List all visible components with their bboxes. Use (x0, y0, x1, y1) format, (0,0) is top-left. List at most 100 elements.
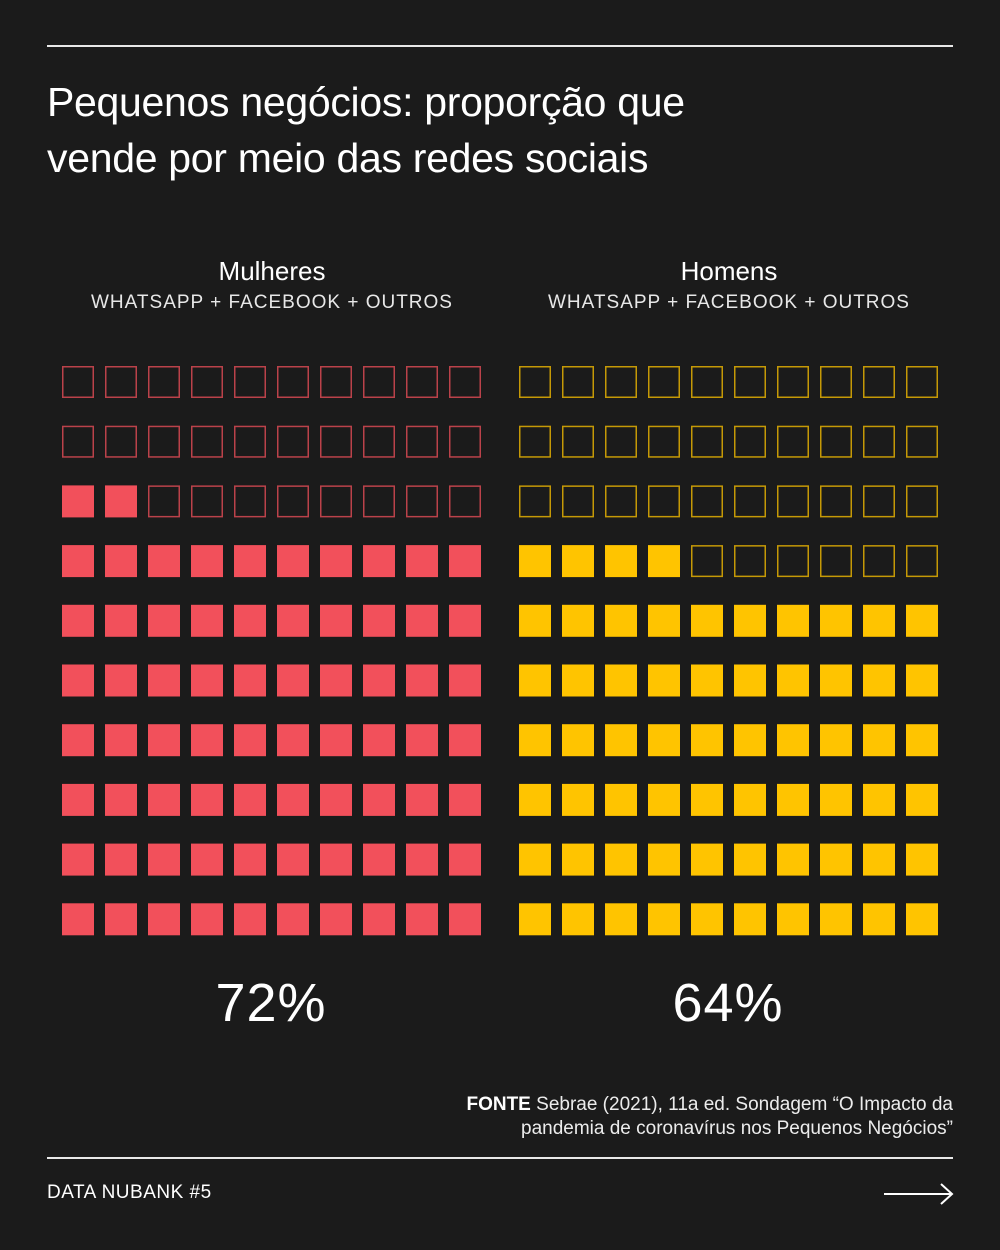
waffle-cell-filled (105, 604, 137, 637)
waffle-cell-filled (320, 903, 352, 936)
waffle-cell-filled (519, 843, 551, 876)
waffle-cell-filled (691, 664, 723, 697)
waffle-cell-empty (777, 425, 809, 458)
waffle-cell-filled (363, 843, 395, 876)
source-label: FONTE (466, 1094, 531, 1115)
value-label-mulheres: 72% (215, 973, 327, 1033)
waffle-cell-empty (777, 366, 809, 398)
waffle-cell-filled (691, 604, 723, 637)
waffle-cell-filled (449, 604, 481, 637)
chart-title-line-1: Pequenos negócios: proporção que (47, 79, 685, 125)
waffle-cell-empty (863, 425, 895, 458)
waffle-cell-filled (605, 783, 637, 816)
waffle-cell-filled (105, 903, 137, 936)
panel-subtitle: WHATSAPP + FACEBOOK + OUTROS (548, 292, 910, 313)
waffle-cell-empty (691, 485, 723, 518)
waffle-cell-filled (734, 664, 766, 697)
chart-title-line-2: vende por meio das redes sociais (47, 135, 649, 181)
waffle-panel-homens (519, 366, 938, 936)
waffle-cell-filled (406, 724, 438, 757)
waffle-cell-filled (648, 604, 680, 637)
waffle-cell-filled (191, 783, 223, 816)
waffle-cell-filled (62, 485, 94, 518)
waffle-cell-empty (62, 425, 94, 458)
waffle-cell-filled (234, 545, 266, 578)
waffle-cell-filled (820, 783, 852, 816)
waffle-cell-filled (906, 664, 938, 697)
waffle-cell-empty (820, 545, 852, 578)
waffle-cell-filled (648, 724, 680, 757)
waffle-cell-filled (277, 903, 309, 936)
waffle-cell-filled (562, 843, 594, 876)
waffle-cell-empty (449, 425, 481, 458)
waffle-cell-filled (734, 604, 766, 637)
arrow-right-icon[interactable] (883, 1183, 955, 1205)
waffle-cell-filled (234, 843, 266, 876)
waffle-cell-filled (605, 604, 637, 637)
waffle-cell-filled (605, 664, 637, 697)
waffle-cell-filled (519, 783, 551, 816)
waffle-cell-filled (648, 903, 680, 936)
waffle-cell-filled (820, 604, 852, 637)
waffle-cell-empty (906, 425, 938, 458)
waffle-cell-empty (734, 485, 766, 518)
waffle-cell-filled (562, 783, 594, 816)
waffle-cell-empty (691, 425, 723, 458)
waffle-cell-filled (734, 783, 766, 816)
chart-title: Pequenos negócios: proporção que vende p… (47, 74, 927, 186)
waffle-cell-empty (62, 366, 94, 398)
waffle-cell-filled (320, 545, 352, 578)
waffle-cell-filled (148, 664, 180, 697)
waffle-cell-empty (734, 425, 766, 458)
waffle-cell-filled (906, 724, 938, 757)
waffle-cell-filled (62, 545, 94, 578)
source-text-line-1: Sebrae (2021), 11a ed. Sondagem “O Impac… (536, 1094, 953, 1115)
waffle-cell-empty (605, 425, 637, 458)
waffle-cell-filled (62, 903, 94, 936)
waffle-cell-filled (234, 783, 266, 816)
waffle-cell-empty (562, 366, 594, 398)
waffle-cell-filled (320, 843, 352, 876)
waffle-cell-empty (363, 366, 395, 398)
waffle-cell-empty (777, 485, 809, 518)
waffle-cell-empty (562, 485, 594, 518)
panel-title: Mulheres (218, 256, 326, 286)
waffle-cell-filled (605, 843, 637, 876)
waffle-cell-empty (562, 425, 594, 458)
waffle-cell-filled (320, 783, 352, 816)
waffle-cell-filled (777, 724, 809, 757)
waffle-cell-filled (562, 545, 594, 578)
panel-subtitle: WHATSAPP + FACEBOOK + OUTROS (91, 292, 453, 313)
waffle-cell-empty (277, 366, 309, 398)
waffle-cell-empty (320, 366, 352, 398)
waffle-cell-filled (62, 604, 94, 637)
waffle-cell-filled (191, 903, 223, 936)
waffle-cell-filled (691, 903, 723, 936)
waffle-cell-filled (777, 664, 809, 697)
waffle-cell-filled (449, 783, 481, 816)
waffle-cell-empty (363, 485, 395, 518)
waffle-cell-filled (277, 664, 309, 697)
bottom-divider (47, 1157, 953, 1159)
waffle-cell-empty (863, 366, 895, 398)
waffle-cell-filled (105, 783, 137, 816)
panel-header-homens: Homens WHATSAPP + FACEBOOK + OUTROS (514, 254, 944, 314)
waffle-cell-filled (363, 545, 395, 578)
waffle-cell-filled (449, 664, 481, 697)
waffle-cell-filled (406, 903, 438, 936)
waffle-cell-filled (406, 545, 438, 578)
waffle-cell-empty (863, 485, 895, 518)
waffle-cell-filled (863, 903, 895, 936)
waffle-cell-filled (449, 843, 481, 876)
panel-header-mulheres: Mulheres WHATSAPP + FACEBOOK + OUTROS (57, 254, 487, 314)
waffle-cell-filled (148, 545, 180, 578)
waffle-cell-filled (191, 545, 223, 578)
waffle-cell-empty (820, 425, 852, 458)
waffle-cell-empty (691, 366, 723, 398)
waffle-cell-filled (277, 604, 309, 637)
waffle-cell-filled (562, 903, 594, 936)
footer-label: DATA NUBANK #5 (47, 1182, 212, 1203)
waffle-cell-filled (148, 604, 180, 637)
waffle-cell-filled (406, 664, 438, 697)
waffle-cell-filled (777, 843, 809, 876)
